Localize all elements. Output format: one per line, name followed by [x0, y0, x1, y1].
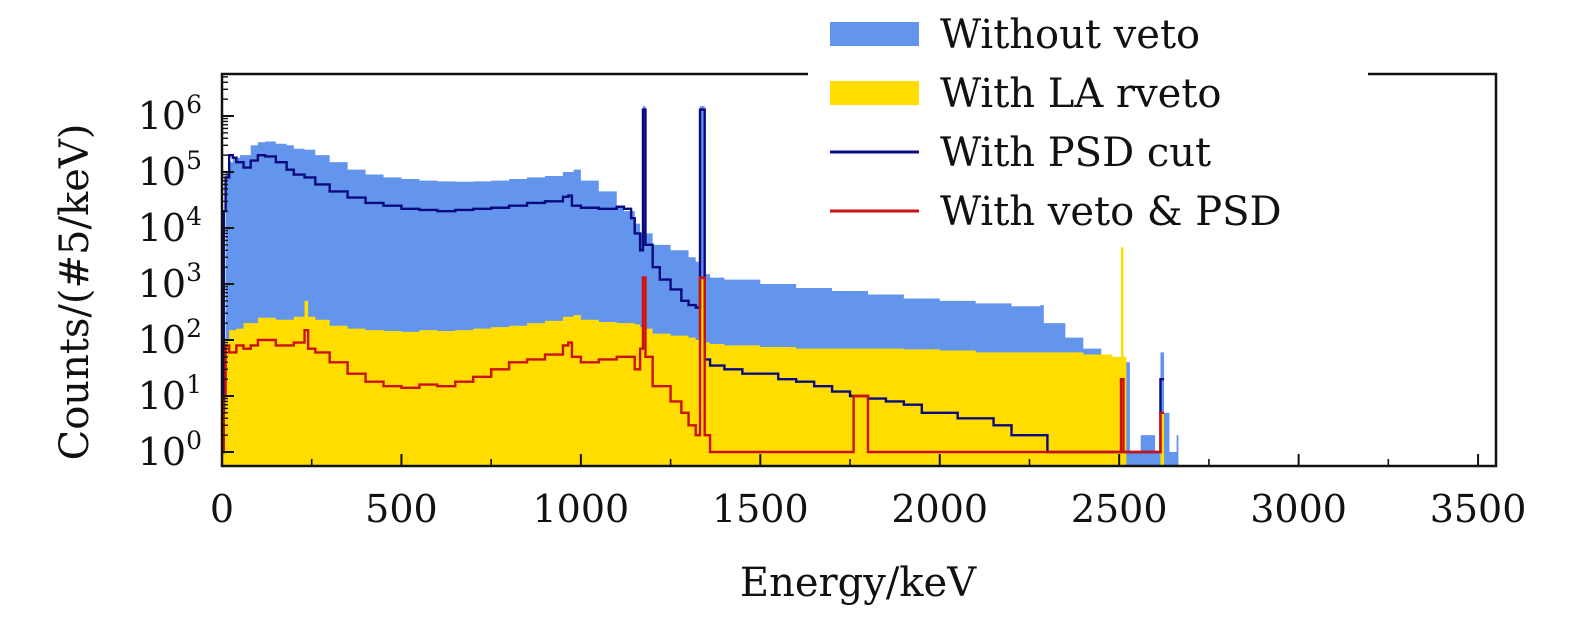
- series-layer: [222, 106, 1179, 467]
- y-tick-label: 106: [138, 90, 202, 138]
- legend: Without veto With LA rveto With PSD cut Wit…: [808, 6, 1368, 242]
- legend-label: With veto & PSD: [940, 189, 1282, 235]
- legend-label: Without veto: [940, 12, 1200, 58]
- x-tick-label: 2500: [1071, 487, 1168, 531]
- x-tick-label: 2000: [891, 487, 988, 531]
- series-4-line: [222, 276, 1165, 454]
- y-tick-label: 105: [138, 146, 202, 194]
- y-tick-label: 100: [138, 426, 202, 474]
- y-tick-label: 102: [138, 314, 202, 362]
- x-axis-label: Energy/keV: [740, 560, 977, 606]
- y-tick-label: 101: [138, 370, 202, 418]
- x-tick-label: 1000: [533, 487, 630, 531]
- x-tick-label: 3500: [1430, 487, 1527, 531]
- y-axis-label: Counts/(#5/keV): [52, 124, 98, 461]
- series-3-line: [222, 108, 1165, 454]
- x-tick-label: 3000: [1250, 487, 1347, 531]
- x-tick-label: 500: [365, 487, 438, 531]
- x-tick-label: 0: [210, 487, 234, 531]
- legend-label: With PSD cut: [940, 130, 1211, 176]
- y-tick-label: 104: [138, 202, 202, 250]
- x-tick-label: 1500: [712, 487, 809, 531]
- y-tick-label: 103: [138, 258, 202, 306]
- legend-swatch: [830, 22, 919, 46]
- legend-label: With LA rveto: [940, 71, 1221, 117]
- legend-swatch: [830, 81, 919, 105]
- series-2-area: [222, 247, 1170, 466]
